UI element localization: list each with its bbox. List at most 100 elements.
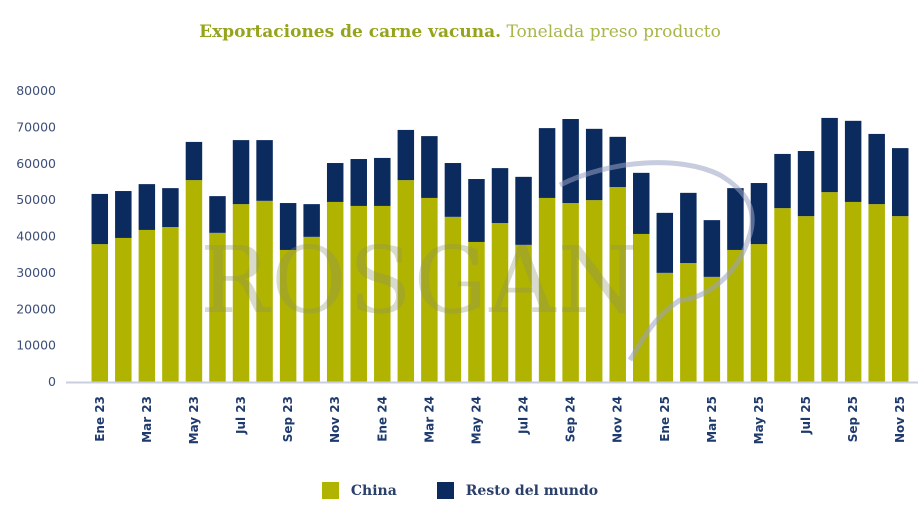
bar-resto xyxy=(115,191,132,238)
bar-china xyxy=(797,216,815,382)
bar-resto xyxy=(727,188,744,250)
bar-china xyxy=(750,244,768,382)
bar-resto xyxy=(374,157,391,206)
bar-resto xyxy=(138,184,156,230)
bar-resto xyxy=(656,212,674,273)
x-tick-label: May 24 xyxy=(469,396,483,444)
bar-resto xyxy=(491,168,509,224)
x-tick-label: Sep 23 xyxy=(281,396,295,442)
x-tick-label: Jul 25 xyxy=(799,396,813,435)
legend: China Resto del mundo xyxy=(0,482,920,499)
x-tick-label: Nov 25 xyxy=(893,396,907,443)
bar-resto xyxy=(209,196,226,233)
bar-resto xyxy=(891,148,909,217)
bar-resto xyxy=(279,203,297,250)
bar-resto xyxy=(421,136,438,198)
legend-item-resto: Resto del mundo xyxy=(436,482,598,499)
chart-title-bold: Exportaciones de carne vacuna. xyxy=(199,22,502,42)
bar-resto xyxy=(703,220,721,277)
watermark-bull-icon xyxy=(558,160,755,362)
watermark: ROSGAN xyxy=(200,160,755,362)
bar-resto xyxy=(350,159,367,206)
x-tick-label: Nov 23 xyxy=(328,396,342,443)
bar-china xyxy=(115,237,132,382)
bar-china xyxy=(585,200,603,382)
x-tick-label: Sep 24 xyxy=(564,396,578,442)
bar-china xyxy=(350,205,367,382)
bar-resto xyxy=(256,140,273,201)
bar-china xyxy=(444,216,462,382)
bar-resto xyxy=(868,133,885,205)
bar-china xyxy=(162,227,179,382)
bar-china xyxy=(209,232,226,382)
bar-china xyxy=(232,204,250,382)
bar-resto xyxy=(821,117,838,193)
y-tick-label: 10000 xyxy=(16,338,56,353)
legend-label-china: China xyxy=(350,482,397,499)
bar-resto xyxy=(185,141,203,181)
x-tick-label: Sep 25 xyxy=(846,396,860,442)
bar-resto xyxy=(680,192,697,264)
x-tick-label: Mar 25 xyxy=(705,396,719,443)
bar-china xyxy=(774,208,791,382)
legend-item-china: China xyxy=(321,482,397,499)
bar-resto xyxy=(750,183,768,245)
bar-resto xyxy=(162,188,179,228)
legend-swatch-china xyxy=(321,482,339,499)
bar-china xyxy=(326,201,344,382)
y-tick-label: 70000 xyxy=(16,119,56,134)
bar-resto xyxy=(562,119,579,204)
x-tick-label: Mar 24 xyxy=(422,396,436,443)
bar-resto xyxy=(538,128,556,198)
bar-china xyxy=(562,203,579,382)
x-tick-label: Mar 23 xyxy=(140,396,154,443)
bar-resto xyxy=(232,140,250,205)
bar-resto xyxy=(844,120,862,202)
bar-china xyxy=(91,244,109,382)
chart-title: Exportaciones de carne vacuna. Tonelada … xyxy=(0,22,920,42)
bar-resto xyxy=(585,128,603,201)
legend-swatch-resto xyxy=(436,482,454,499)
bar-china xyxy=(656,272,674,382)
bar-resto xyxy=(397,129,415,181)
stacked-bar-chart: 0 10000 20000 30000 40000 50000 60000 70000 8000… xyxy=(16,83,918,444)
bar-china xyxy=(515,244,532,382)
bar-resto xyxy=(303,204,320,237)
bar-resto xyxy=(797,151,815,217)
bar-china xyxy=(680,263,697,382)
bar-resto xyxy=(91,193,109,245)
bar-resto xyxy=(326,163,344,202)
bar-china xyxy=(727,249,744,382)
x-tick-label: Jul 23 xyxy=(234,396,248,435)
bar-china xyxy=(279,249,297,382)
bar-china xyxy=(421,197,438,382)
x-tick-label: Nov 24 xyxy=(611,396,625,443)
bar-china xyxy=(468,241,485,382)
x-tick-label: Ene 25 xyxy=(658,396,672,442)
y-tick-label: 60000 xyxy=(16,156,56,171)
y-tick-label: 50000 xyxy=(16,192,56,207)
bar-china xyxy=(185,180,203,382)
x-tick-label: Ene 23 xyxy=(93,396,107,442)
bar-china xyxy=(397,180,415,382)
x-tick-label: May 23 xyxy=(187,396,201,444)
bar-china xyxy=(374,205,391,382)
bar-china xyxy=(891,216,909,382)
bar-resto xyxy=(633,172,650,234)
bars-group xyxy=(91,117,909,382)
bar-resto xyxy=(774,153,791,209)
y-tick-label: 40000 xyxy=(16,229,56,244)
bar-china xyxy=(491,223,509,382)
y-tick-label: 0 xyxy=(48,374,56,389)
y-tick-label: 80000 xyxy=(16,83,56,98)
bar-china xyxy=(538,197,556,382)
bar-china xyxy=(138,229,156,382)
x-tick-label: Jul 24 xyxy=(517,396,531,435)
x-tick-label: May 25 xyxy=(752,396,766,444)
x-axis: Ene 23 Mar 23 May 23 Jul 23 Sep 23 Nov 23 Ene … xyxy=(93,396,907,444)
bar-resto xyxy=(468,179,485,242)
bar-resto xyxy=(444,163,462,217)
bar-china xyxy=(609,187,626,382)
bar-resto xyxy=(609,136,626,188)
chart-title-subtitle: Tonelada preso producto xyxy=(506,22,721,42)
